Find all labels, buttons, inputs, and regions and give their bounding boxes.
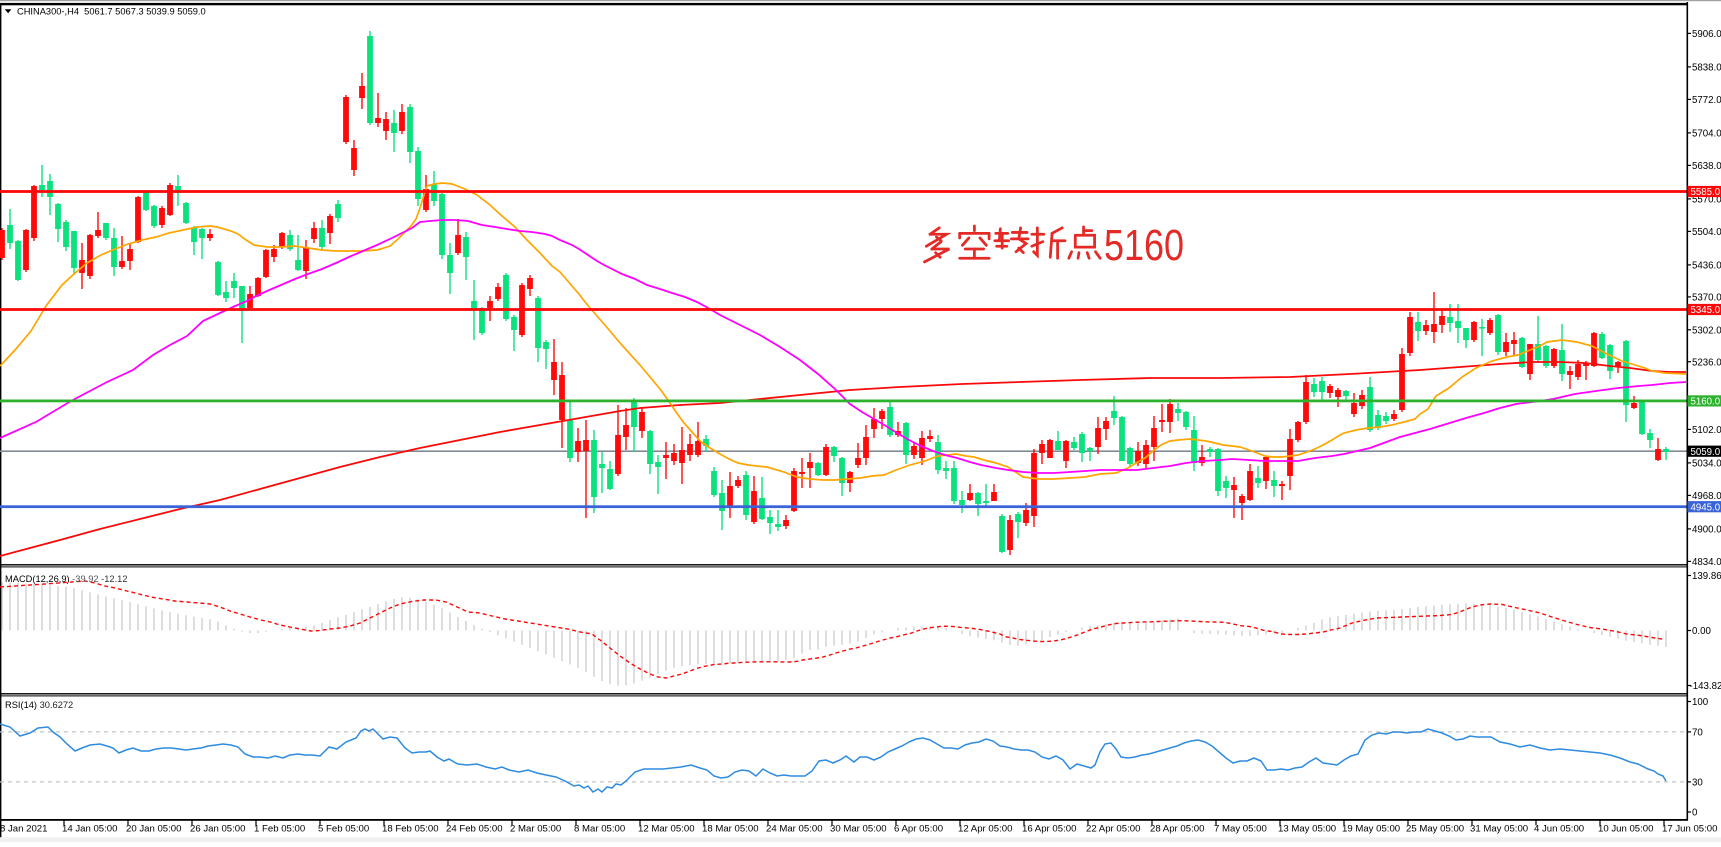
svg-text:10 Jun 05:00: 10 Jun 05:00 bbox=[1598, 824, 1653, 835]
svg-text:5638.0: 5638.0 bbox=[1692, 161, 1721, 172]
svg-text:12 Mar 05:00: 12 Mar 05:00 bbox=[638, 824, 695, 835]
svg-text:1 Feb 05:00: 1 Feb 05:00 bbox=[254, 824, 305, 835]
svg-text:6 Apr 05:00: 6 Apr 05:00 bbox=[894, 824, 943, 835]
svg-text:8 Jan 2021: 8 Jan 2021 bbox=[0, 824, 47, 835]
svg-text:70: 70 bbox=[1692, 728, 1703, 739]
svg-text:5059.0: 5059.0 bbox=[1691, 447, 1721, 458]
svg-text:26 Jan 05:00: 26 Jan 05:00 bbox=[190, 824, 245, 835]
svg-text:5102.0: 5102.0 bbox=[1692, 425, 1721, 436]
svg-text:139.86: 139.86 bbox=[1692, 571, 1721, 582]
svg-text:5236.0: 5236.0 bbox=[1692, 357, 1721, 368]
svg-text:5370.0: 5370.0 bbox=[1692, 293, 1721, 304]
svg-text:5436.0: 5436.0 bbox=[1692, 261, 1721, 272]
svg-text:30: 30 bbox=[1692, 778, 1703, 789]
svg-text:2 Mar 05:00: 2 Mar 05:00 bbox=[510, 824, 561, 835]
svg-text:18 Feb 05:00: 18 Feb 05:00 bbox=[382, 824, 439, 835]
svg-text:5160: 5160 bbox=[1104, 221, 1184, 270]
svg-text:4 Jun 05:00: 4 Jun 05:00 bbox=[1534, 824, 1584, 835]
svg-text:MACD(12,26,9) -39.92 -12.12: MACD(12,26,9) -39.92 -12.12 bbox=[5, 574, 128, 584]
svg-text:14 Jan 05:00: 14 Jan 05:00 bbox=[62, 824, 117, 835]
svg-text:19 May 05:00: 19 May 05:00 bbox=[1342, 824, 1400, 835]
svg-text:4945.0: 4945.0 bbox=[1691, 502, 1721, 513]
svg-text:5585.0: 5585.0 bbox=[1691, 187, 1721, 198]
svg-text:5704.0: 5704.0 bbox=[1692, 129, 1721, 140]
svg-text:24 Mar 05:00: 24 Mar 05:00 bbox=[766, 824, 823, 835]
svg-text:CHINA300-,H4 5061.7 5067.3 50: CHINA300-,H4 5061.7 5067.3 5039.9 5059.0 bbox=[17, 7, 206, 17]
svg-text:5302.0: 5302.0 bbox=[1692, 325, 1721, 336]
svg-text:13 May 05:00: 13 May 05:00 bbox=[1278, 824, 1336, 835]
svg-text:0: 0 bbox=[1692, 808, 1698, 819]
svg-text:4834.0: 4834.0 bbox=[1692, 557, 1721, 568]
svg-text:16 Apr 05:00: 16 Apr 05:00 bbox=[1022, 824, 1076, 835]
svg-text:22 Apr 05:00: 22 Apr 05:00 bbox=[1086, 824, 1140, 835]
svg-text:30 Mar 05:00: 30 Mar 05:00 bbox=[830, 824, 887, 835]
svg-text:5034.0: 5034.0 bbox=[1692, 459, 1721, 470]
svg-text:28 Apr 05:00: 28 Apr 05:00 bbox=[1150, 824, 1204, 835]
svg-text:18 Mar 05:00: 18 Mar 05:00 bbox=[702, 824, 759, 835]
svg-text:-143.82: -143.82 bbox=[1690, 681, 1721, 692]
svg-text:4968.0: 4968.0 bbox=[1692, 491, 1721, 502]
svg-text:5838.0: 5838.0 bbox=[1692, 63, 1721, 74]
svg-text:20 Jan 05:00: 20 Jan 05:00 bbox=[126, 824, 181, 835]
svg-text:4900.0: 4900.0 bbox=[1692, 525, 1721, 536]
svg-text:5345.0: 5345.0 bbox=[1691, 305, 1721, 316]
svg-text:0.00: 0.00 bbox=[1692, 626, 1711, 637]
svg-text:5504.0: 5504.0 bbox=[1692, 227, 1721, 238]
svg-text:31 May 05:00: 31 May 05:00 bbox=[1470, 824, 1528, 835]
svg-text:12 Apr 05:00: 12 Apr 05:00 bbox=[958, 824, 1012, 835]
svg-text:5 Feb 05:00: 5 Feb 05:00 bbox=[318, 824, 369, 835]
svg-text:17 Jun 05:00: 17 Jun 05:00 bbox=[1662, 824, 1717, 835]
svg-text:8 Mar 05:00: 8 Mar 05:00 bbox=[574, 824, 625, 835]
svg-text:100: 100 bbox=[1692, 697, 1709, 708]
svg-text:24 Feb 05:00: 24 Feb 05:00 bbox=[446, 824, 503, 835]
svg-text:5160.0: 5160.0 bbox=[1691, 397, 1721, 408]
svg-text:25 May 05:00: 25 May 05:00 bbox=[1406, 824, 1464, 835]
svg-text:5772.0: 5772.0 bbox=[1692, 95, 1721, 106]
svg-text:5906.0: 5906.0 bbox=[1692, 29, 1721, 40]
svg-text:RSI(14) 30.6272: RSI(14) 30.6272 bbox=[5, 700, 73, 710]
svg-text:7 May 05:00: 7 May 05:00 bbox=[1214, 824, 1267, 835]
